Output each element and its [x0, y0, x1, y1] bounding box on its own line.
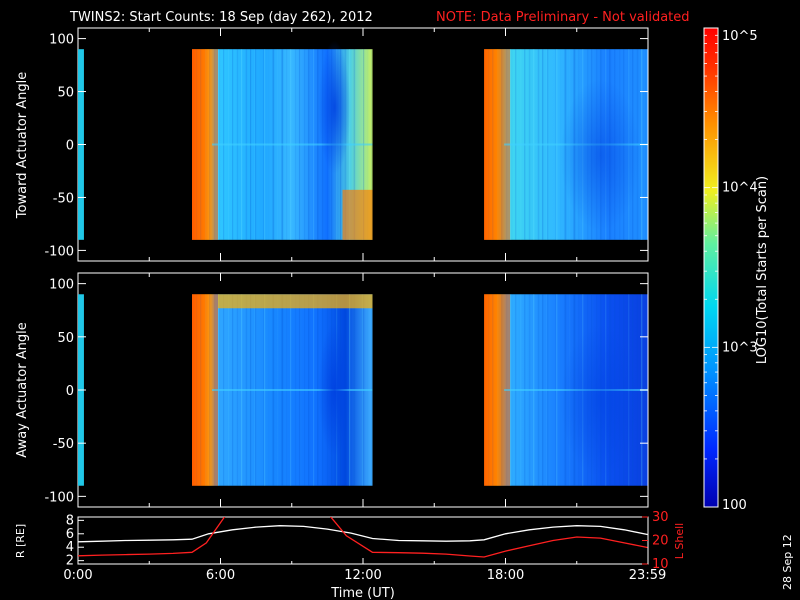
top-y-axis: 100 50 0 -50 -100 — [44, 28, 649, 261]
colorbar-tick-label: 10^3 — [722, 340, 758, 355]
bottom-y-tick-label: 50 — [57, 331, 74, 346]
r-re-line — [78, 525, 648, 543]
top-zero-band — [212, 143, 373, 146]
x-tick-label: 0:00 — [63, 568, 92, 583]
bottom-y-tick-label: 0 — [66, 384, 74, 399]
x-axis-label: Time (UT) — [330, 586, 395, 600]
figure-title: TWINS2: Start Counts: 18 Sep (day 262), … — [69, 10, 373, 25]
date-stamp: 28 Sep 12 — [781, 534, 794, 590]
top-y-tick-label: -100 — [44, 244, 74, 259]
top-y-tick-label: 50 — [57, 86, 74, 101]
orbit-left-tick-label: 4 — [66, 540, 74, 555]
orbit-right-tick-label: 20 — [652, 534, 669, 549]
colorbar-tick-label: 10^5 — [722, 29, 758, 44]
preliminary-note: NOTE: Data Preliminary - Not validated — [436, 10, 690, 25]
top-y-tick-label: 0 — [66, 139, 74, 154]
colorbar-label: LOG10(Total Starts per Scan) — [755, 176, 770, 364]
top-panel: 100 50 0 -50 -100 Toward Actuator Angle — [15, 27, 649, 262]
orbit-right-tick-label: 10 — [652, 557, 669, 572]
colorbar: 10^5 10^4 10^3 100 LOG10(Total Starts per S… — [703, 27, 770, 513]
top-heatmap-data — [78, 40, 648, 240]
top-right-blob — [560, 78, 641, 232]
bottom-y-tick-label: -50 — [53, 437, 74, 452]
colorbar-ticks: 10^5 10^4 10^3 100 — [704, 29, 758, 513]
bottom-heatmap-data — [78, 294, 648, 486]
bottom-y-tick-label: 100 — [49, 278, 74, 293]
orbit-lines — [78, 517, 648, 558]
bottom-depletion-blob — [318, 322, 351, 458]
bottom-right-blob — [560, 324, 641, 478]
bottom-zero-band — [212, 389, 373, 391]
orbit-right-tick-label: 30 — [652, 510, 669, 525]
colorbar-gradient — [703, 27, 719, 508]
x-tick-label: 6:00 — [206, 568, 235, 583]
bottom-y-axis: 100 50 0 -50 -100 — [44, 273, 649, 507]
colorbar-tick-label: 100 — [722, 498, 747, 513]
top-depletion-blob — [318, 40, 351, 175]
l-shell-line — [78, 517, 648, 558]
bottom-y-axis-label: Away Actuator Angle — [15, 322, 30, 457]
top-y-axis-label: Toward Actuator Angle — [15, 72, 30, 219]
orbit-left-tick-label: 2 — [66, 554, 74, 569]
bottom-panel: 100 50 0 -50 -100 Away Actuator Angle — [15, 272, 649, 508]
x-tick-label: 12:00 — [344, 568, 381, 583]
top-y-tick-label: -50 — [53, 191, 74, 206]
x-tick-label: 23:59 — [629, 568, 666, 583]
top-corner-band — [342, 189, 373, 240]
x-tick-label: 18:00 — [487, 568, 524, 583]
colorbar-tick-label: 10^4 — [722, 181, 758, 196]
orbit-left-tick-label: 6 — [66, 527, 74, 542]
top-y-tick-label: 100 — [49, 33, 74, 48]
orbit-left-axis-label: R [RE] — [14, 524, 27, 558]
bottom-y-tick-label: -100 — [44, 490, 74, 505]
orbit-right-axis-label: L Shell — [673, 523, 686, 559]
orbit-left-tick-label: 8 — [66, 513, 74, 528]
bottom-top-edge-band — [218, 294, 373, 309]
